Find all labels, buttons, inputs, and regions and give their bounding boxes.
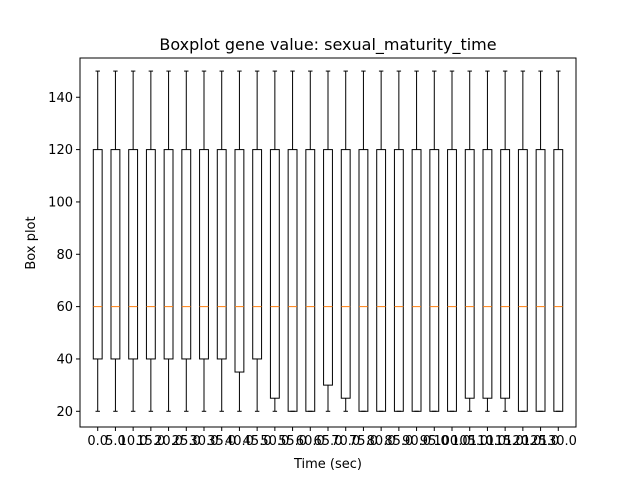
box-45.0 — [252, 70, 263, 412]
box-25.0 — [181, 70, 192, 412]
box-110.0 — [482, 70, 493, 412]
box-105.0 — [464, 70, 475, 412]
x-tick-label: 120.0 — [504, 434, 541, 449]
y-tick-label: 40 — [56, 352, 73, 367]
y-tick-label: 120 — [48, 143, 73, 158]
box-5.0 — [110, 70, 121, 412]
x-axis: 0.05.010.015.020.025.030.035.040.045.050… — [87, 427, 577, 449]
x-tick-label: 75.0 — [349, 434, 378, 449]
iqr-box — [163, 149, 174, 360]
iqr-box — [181, 149, 192, 360]
iqr-box — [234, 149, 245, 373]
iqr-box — [429, 149, 440, 412]
x-tick-label: 115.0 — [487, 434, 524, 449]
x-axis-label: Time (sec) — [293, 457, 362, 472]
x-tick-label: 80.0 — [367, 434, 396, 449]
box-65.0 — [323, 70, 333, 412]
box-60.0 — [305, 70, 316, 412]
x-tick-label: 105.0 — [451, 434, 488, 449]
y-tick-label: 100 — [48, 195, 73, 210]
iqr-box — [110, 149, 121, 360]
iqr-box — [92, 149, 103, 360]
iqr-box — [535, 149, 546, 412]
x-tick-label: 15.0 — [136, 434, 165, 449]
iqr-box — [517, 149, 528, 412]
y-axis: 20 40 60 80 100 120 140 — [48, 91, 80, 420]
x-tick-label: 25.0 — [172, 434, 201, 449]
iqr-box — [447, 149, 457, 412]
x-tick-label: 0.0 — [87, 434, 108, 449]
iqr-box — [269, 149, 280, 399]
iqr-box — [340, 149, 351, 399]
y-tick-label: 140 — [48, 91, 73, 106]
box-0.0 — [92, 70, 103, 412]
x-tick-label: 20.0 — [154, 434, 183, 449]
box-85.0 — [393, 70, 404, 412]
iqr-box — [553, 149, 564, 412]
box-15.0 — [145, 70, 156, 412]
box-50.0 — [269, 70, 280, 412]
box-115.0 — [500, 70, 511, 412]
iqr-box — [323, 149, 333, 386]
box-90.0 — [411, 70, 422, 412]
x-tick-label: 30.0 — [190, 434, 219, 449]
y-tick-label: 80 — [56, 248, 73, 263]
x-tick-label: 55.0 — [278, 434, 307, 449]
box-130.0 — [553, 70, 564, 412]
y-axis-label: Box plot — [24, 216, 39, 269]
box-20.0 — [163, 70, 174, 412]
iqr-box — [145, 149, 156, 360]
iqr-box — [305, 149, 316, 412]
x-tick-label: 35.0 — [207, 434, 236, 449]
axes-frame — [79, 57, 577, 428]
x-tick-label: 95.0 — [420, 434, 449, 449]
iqr-box — [411, 149, 422, 412]
iqr-box — [216, 149, 227, 360]
x-tick-label: 100.0 — [433, 434, 470, 449]
box-80.0 — [376, 70, 387, 412]
iqr-box — [393, 149, 404, 412]
x-tick-label: 10.0 — [119, 434, 148, 449]
plot-area — [92, 70, 564, 412]
box-125.0 — [535, 70, 546, 412]
x-tick-label: 40.0 — [225, 434, 254, 449]
box-100.0 — [447, 70, 457, 412]
x-tick-label: 60.0 — [296, 434, 325, 449]
chart-title: Boxplot gene value: sexual_maturity_time — [159, 35, 496, 55]
y-tick-label: 20 — [56, 405, 73, 420]
x-tick-label: 125.0 — [522, 434, 559, 449]
box-75.0 — [358, 70, 369, 412]
box-35.0 — [216, 70, 227, 412]
iqr-box — [500, 149, 511, 399]
box-120.0 — [517, 70, 528, 412]
iqr-box — [358, 149, 369, 412]
x-tick-label: 5.0 — [105, 434, 126, 449]
x-tick-label: 130.0 — [540, 434, 577, 449]
x-tick-label: 70.0 — [331, 434, 360, 449]
box-10.0 — [128, 70, 139, 412]
x-tick-label: 45.0 — [243, 434, 272, 449]
iqr-box — [128, 149, 139, 360]
iqr-box — [252, 149, 263, 360]
iqr-box — [464, 149, 475, 399]
iqr-box — [376, 149, 387, 412]
x-tick-label: 50.0 — [260, 434, 289, 449]
x-tick-label: 90.0 — [402, 434, 431, 449]
iqr-box — [287, 149, 298, 412]
x-tick-label: 110.0 — [469, 434, 506, 449]
box-70.0 — [340, 70, 351, 412]
x-tick-label: 65.0 — [314, 434, 343, 449]
iqr-box — [199, 149, 209, 360]
iqr-box — [482, 149, 493, 399]
box-40.0 — [234, 70, 245, 412]
x-tick-label: 85.0 — [384, 434, 413, 449]
y-tick-label: 60 — [56, 300, 73, 315]
box-30.0 — [199, 70, 209, 412]
box-55.0 — [287, 70, 298, 412]
box-95.0 — [429, 70, 440, 412]
